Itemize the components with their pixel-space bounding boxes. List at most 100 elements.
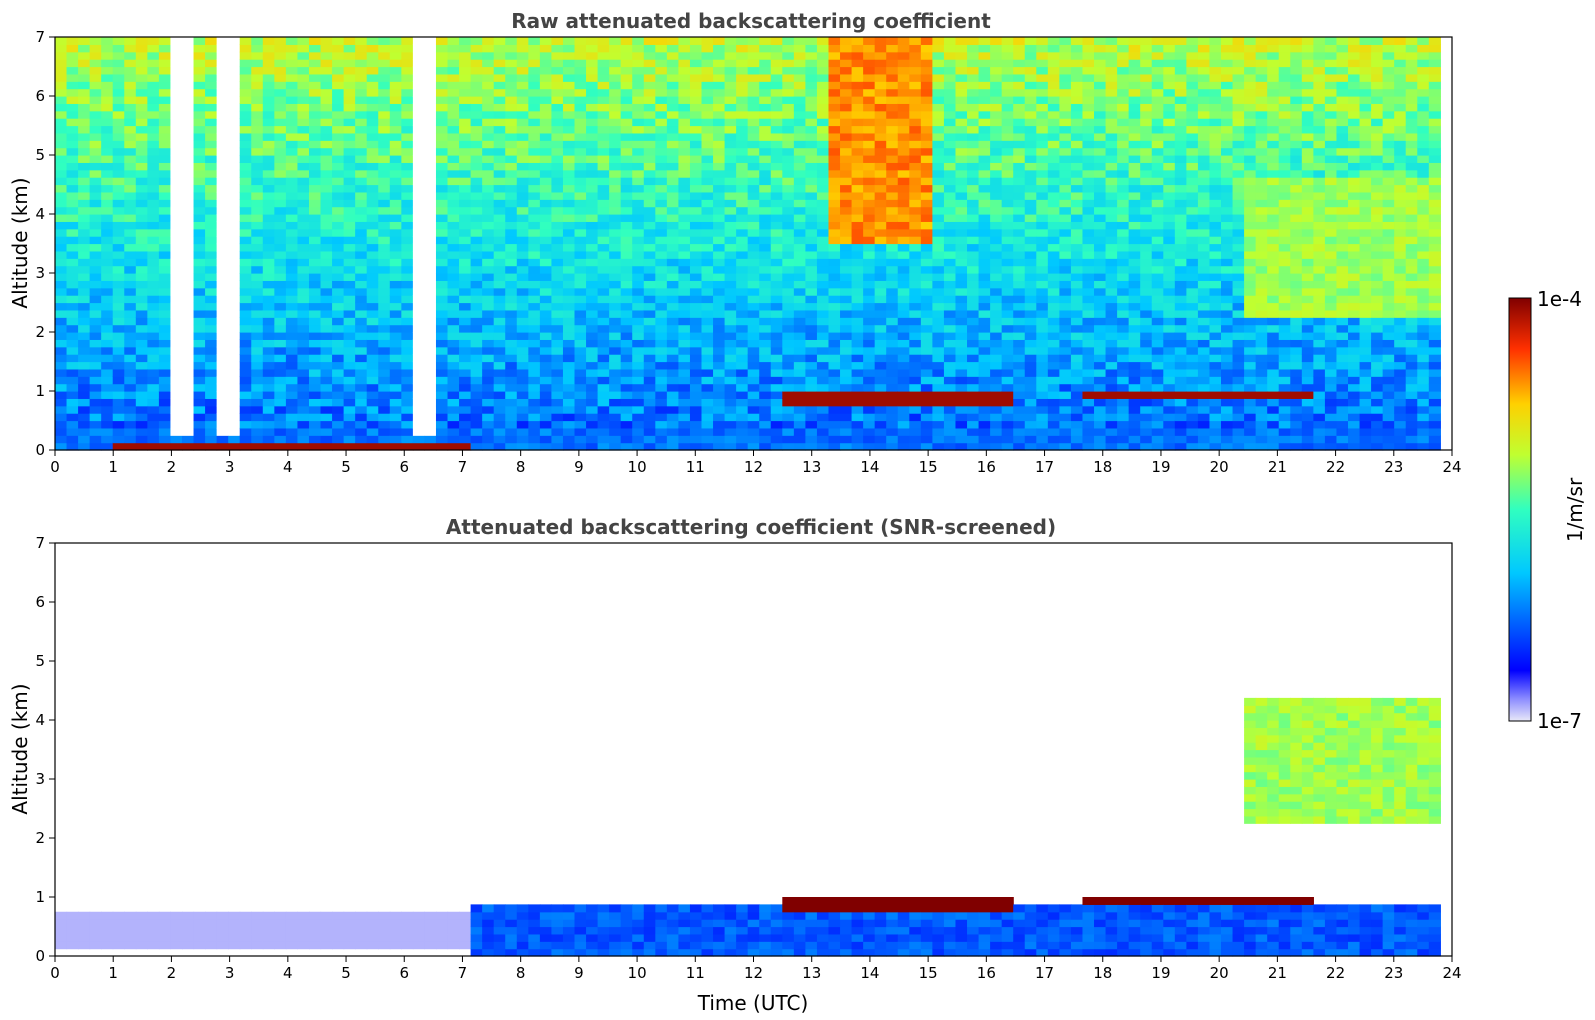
heatmap-cell: [147, 265, 160, 274]
heatmap-cell: [990, 339, 1003, 348]
heatmap-cell: [840, 199, 853, 208]
heatmap-cell: [816, 51, 830, 60]
heatmap-cell: [840, 162, 853, 171]
heatmap-cell: [470, 118, 483, 127]
heatmap-cell: [297, 51, 310, 60]
heatmap-cell: [66, 96, 79, 104]
heatmap-cell: [274, 420, 287, 429]
heatmap-cell: [816, 214, 830, 222]
heatmap-cell: [447, 309, 460, 318]
heatmap-cell: [574, 376, 587, 385]
heatmap-cell: [424, 346, 437, 355]
heatmap-cell: [632, 339, 645, 348]
heatmap-cell: [493, 221, 506, 230]
heatmap-cell: [932, 199, 945, 208]
heatmap-cell: [193, 59, 206, 68]
heatmap-cell: [112, 37, 125, 45]
heatmap-cell: [193, 118, 206, 127]
heatmap-cell: [978, 236, 991, 245]
heatmap-cell: [701, 184, 714, 193]
heatmap-cell: [262, 59, 275, 68]
heatmap-cell: [516, 199, 529, 208]
heatmap-cell: [920, 125, 933, 134]
heatmap-cell: [724, 243, 737, 252]
heatmap-cell: [955, 405, 968, 414]
heatmap-cell: [724, 169, 737, 178]
heatmap-cell: [124, 442, 137, 451]
heatmap-cell: [89, 199, 102, 208]
heatmap-cell: [401, 346, 414, 355]
heatmap-cell: [551, 332, 564, 340]
heatmap-cell: [205, 295, 218, 304]
heatmap-cell: [216, 354, 229, 363]
heatmap-cell: [805, 206, 818, 215]
heatmap-cell: [262, 339, 275, 348]
heatmap-cell: [308, 295, 322, 304]
heatmap-cell: [158, 236, 172, 245]
heatmap-cell: [239, 376, 252, 385]
heatmap-cell: [1001, 110, 1014, 119]
heatmap-cell: [909, 73, 922, 82]
heatmap-cell: [955, 243, 968, 252]
heatmap-cell: [285, 73, 299, 82]
heatmap-cell: [89, 250, 102, 259]
heatmap-cell: [1001, 191, 1014, 200]
heatmap-cell: [308, 236, 322, 245]
heatmap-cell: [389, 420, 402, 429]
heatmap-cell: [701, 309, 714, 318]
heatmap-cell: [216, 273, 229, 281]
heatmap-cell: [320, 199, 333, 208]
heatmap-cell: [874, 324, 887, 333]
heatmap-cell: [713, 258, 726, 267]
heatmap-cell: [285, 243, 299, 252]
heatmap-cell: [205, 376, 218, 385]
heatmap-cell: [124, 398, 137, 407]
heatmap-cell: [874, 59, 887, 68]
heatmap-cell: [574, 59, 587, 68]
heatmap-cell: [516, 88, 529, 97]
heatmap-cell: [816, 346, 830, 355]
heatmap-cell: [643, 162, 656, 171]
heatmap-cell: [689, 361, 703, 370]
heatmap-cell: [562, 228, 576, 237]
heatmap-cell: [170, 405, 183, 414]
heatmap-cell: [435, 132, 449, 141]
heatmap-cell: [181, 250, 195, 259]
heatmap-cell: [655, 140, 668, 149]
heatmap-cell: [828, 332, 841, 340]
heatmap-cell: [632, 287, 645, 296]
heatmap-cell: [724, 420, 737, 429]
heatmap-cell: [586, 332, 599, 340]
heatmap-cell: [655, 88, 668, 97]
heatmap-cell: [678, 383, 691, 392]
heatmap-cell: [493, 37, 506, 45]
heatmap-cell: [701, 59, 714, 68]
heatmap-cell: [343, 147, 356, 156]
heatmap-cell: [459, 287, 472, 296]
heatmap-cell: [851, 302, 864, 311]
heatmap-cell: [412, 317, 426, 326]
heatmap-cell: [886, 273, 899, 281]
heatmap-cell: [955, 250, 968, 259]
heatmap-cell: [378, 132, 391, 141]
heatmap-cell: [493, 147, 506, 156]
heatmap-cell: [978, 51, 991, 60]
heatmap-cell: [597, 368, 610, 377]
heatmap-cell: [332, 103, 345, 112]
heatmap-cell: [135, 405, 148, 414]
heatmap-cell: [632, 250, 645, 259]
heatmap-cell: [297, 368, 310, 377]
heatmap-cell: [1001, 427, 1014, 436]
heatmap-cell: [978, 96, 991, 104]
heatmap-cell: [747, 162, 760, 171]
heatmap-cell: [412, 413, 426, 422]
heatmap-cell: [135, 155, 148, 163]
heatmap-cell: [955, 435, 968, 444]
heatmap-cell: [863, 339, 876, 348]
heatmap-cell: [239, 280, 252, 289]
heatmap-cell: [967, 88, 980, 97]
heatmap-cell: [412, 265, 426, 274]
heatmap-cell: [435, 243, 449, 252]
heatmap-cell: [747, 155, 760, 163]
heatmap-cell: [193, 184, 206, 193]
